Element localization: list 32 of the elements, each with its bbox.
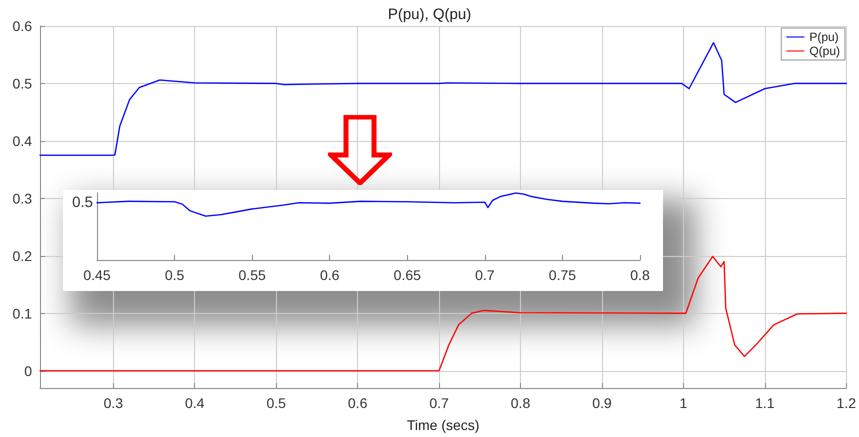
y-tick-label: 0.1 <box>12 305 32 322</box>
legend-label: P(pu) <box>809 30 839 44</box>
y-tick-label: 0.5 <box>12 75 32 92</box>
y-tick-label: 0 <box>24 362 32 379</box>
x-tick-label: 1.1 <box>755 395 775 411</box>
x-tick-label: 0.5 <box>164 267 185 283</box>
x-tick-label: 0.75 <box>548 267 576 283</box>
x-tick-label: 0.7 <box>429 395 450 411</box>
annotation: 0.5 <box>72 194 93 212</box>
y-tick-label: 0.2 <box>12 248 32 264</box>
x-tick-label: 0.9 <box>592 395 612 411</box>
legend-label: Q(pu) <box>809 44 840 58</box>
x-tick-label: 0.5 <box>266 395 286 411</box>
x-axis-title: Time (secs) <box>406 417 480 433</box>
x-tick-label: 1 <box>679 395 688 411</box>
x-tick-label: 0.8 <box>630 267 650 283</box>
y-tick-label: 0.4 <box>12 132 32 149</box>
line-series <box>39 42 847 156</box>
x-tick-label: 0.7 <box>475 267 495 283</box>
x-tick-label: 0.6 <box>348 395 368 411</box>
y-tick-label: 0.6 <box>12 18 32 34</box>
x-tick-label: 0.4 <box>185 395 205 411</box>
x-tick-label: 1.2 <box>836 395 856 411</box>
x-tick-label: 0.8 <box>510 395 530 411</box>
x-tick-label: 0.6 <box>320 267 340 283</box>
y-tick-label: 0.3 <box>12 190 32 206</box>
chart-title: P(pu), Q(pu) <box>388 6 472 23</box>
x-tick-label: 0.3 <box>104 395 124 411</box>
line-series <box>39 256 847 372</box>
x-tick-label: 0.55 <box>238 267 266 283</box>
x-tick-label: 0.65 <box>394 267 422 283</box>
x-tick-label: 0.45 <box>83 267 111 283</box>
